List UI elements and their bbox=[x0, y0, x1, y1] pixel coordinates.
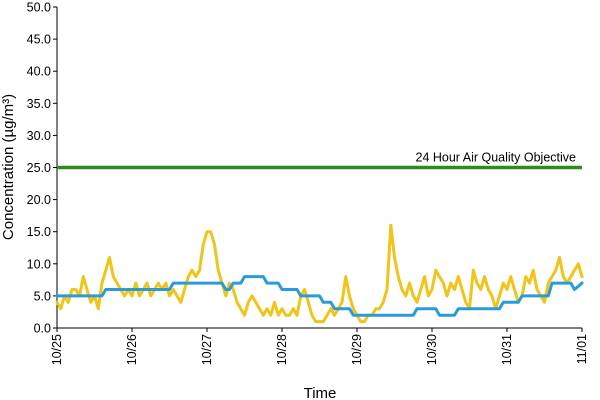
x-tick-label: 10/28 bbox=[275, 334, 289, 365]
y-tick-label: 10.0 bbox=[27, 257, 51, 271]
x-tick-label: 11/01 bbox=[575, 334, 589, 364]
axes: 0.0 5.0 10.0 15.0 20.0 25.0 30.0 35.0 40.0 45.0 50… bbox=[27, 1, 589, 366]
x-axis-title: Time bbox=[304, 385, 337, 400]
x-axis-ticks: 10/25 10/26 10/27 10/28 10/29 10/30 10/31 11/01 bbox=[50, 328, 589, 365]
x-tick-label: 10/27 bbox=[200, 334, 214, 365]
x-tick-label: 10/30 bbox=[425, 334, 439, 365]
x-tick-label: 10/29 bbox=[350, 334, 364, 365]
y-tick-label: 25.0 bbox=[27, 161, 51, 175]
x-tick-label: 10/26 bbox=[125, 334, 139, 365]
x-tick-label: 10/25 bbox=[50, 334, 64, 365]
y-axis-ticks: 0.0 5.0 10.0 15.0 20.0 25.0 30.0 35.0 40.0 45.0 50… bbox=[27, 1, 57, 336]
y-tick-label: 15.0 bbox=[27, 225, 51, 239]
y-tick-label: 0.0 bbox=[34, 322, 51, 336]
y-tick-label: 30.0 bbox=[27, 129, 51, 143]
x-tick-label: 10/31 bbox=[500, 334, 514, 365]
series-line-2 bbox=[55, 275, 584, 317]
y-tick-label: 40.0 bbox=[27, 65, 51, 79]
y-tick-label: 45.0 bbox=[27, 33, 51, 47]
objective-label: 24 Hour Air Quality Objective bbox=[416, 151, 577, 165]
y-tick-label: 20.0 bbox=[27, 193, 51, 207]
y-tick-label: 50.0 bbox=[27, 1, 51, 15]
plot-area: 24 Hour Air Quality Objective bbox=[55, 151, 584, 324]
series-line-1 bbox=[55, 223, 584, 324]
y-tick-label: 35.0 bbox=[27, 97, 51, 111]
y-tick-label: 5.0 bbox=[34, 289, 51, 303]
y-axis-title: Concentration (µg/m³) bbox=[0, 94, 17, 240]
